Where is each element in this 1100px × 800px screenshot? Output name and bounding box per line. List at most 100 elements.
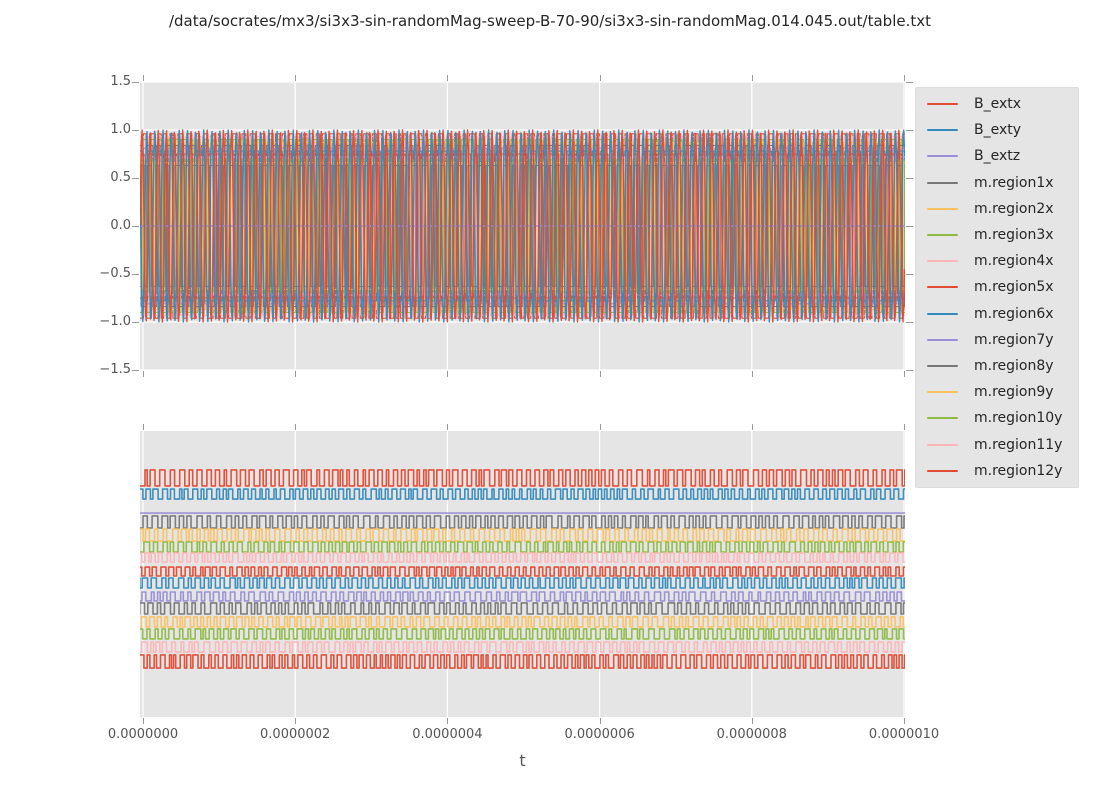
x-tick-mark bbox=[143, 371, 144, 377]
series-B_extx-line bbox=[140, 129, 905, 323]
series-m.region8y-trace bbox=[140, 602, 905, 615]
series-m.region6x-trace bbox=[140, 577, 905, 589]
legend-line-sample bbox=[927, 181, 958, 184]
legend-item-m.region7y: m.region7y bbox=[916, 328, 1078, 352]
legend-label: m.region3x bbox=[974, 227, 1054, 244]
legend-item-B_exty: B_exty bbox=[916, 118, 1078, 142]
legend-item-m.region5x: m.region5x bbox=[916, 275, 1078, 299]
legend-line-sample bbox=[927, 391, 958, 394]
x-tick-mark bbox=[599, 371, 601, 377]
ytick-label: 1.5 bbox=[110, 74, 131, 89]
series-m.region7y-trace bbox=[140, 591, 905, 602]
x-tick-mark bbox=[751, 75, 753, 81]
y-tick-mark bbox=[132, 178, 139, 179]
legend-item-m.region6x: m.region6x bbox=[916, 302, 1078, 326]
y-tick-mark bbox=[906, 370, 913, 371]
ytick-label: −1.5 bbox=[99, 362, 131, 377]
legend-item-m.region2x: m.region2x bbox=[916, 197, 1078, 221]
xtick-label: 0.0000008 bbox=[716, 727, 787, 742]
y-tick-mark bbox=[132, 82, 139, 83]
legend-label: m.region12y bbox=[974, 462, 1063, 479]
legend-label: m.region9y bbox=[974, 384, 1054, 401]
legend-item-B_extz: B_extz bbox=[916, 144, 1078, 168]
legend-item-m.region3x: m.region3x bbox=[916, 223, 1078, 247]
ytick-label: −1.0 bbox=[99, 314, 131, 329]
ytick-label: 0.5 bbox=[110, 170, 131, 185]
legend-line-sample bbox=[927, 207, 958, 210]
y-tick-mark bbox=[132, 274, 139, 275]
series-m.region11y-trace bbox=[140, 641, 905, 653]
legend-item-m.region9y: m.region9y bbox=[916, 380, 1078, 404]
x-tick-mark bbox=[904, 718, 905, 724]
legend-line-sample bbox=[927, 469, 958, 472]
legend-item-m.region10y: m.region10y bbox=[916, 406, 1078, 430]
legend-item-B_extx: B_extx bbox=[916, 92, 1078, 116]
x-tick-mark bbox=[599, 718, 601, 724]
legend-label: m.region11y bbox=[974, 436, 1063, 453]
x-tick-mark bbox=[143, 424, 144, 430]
y-tick-mark bbox=[906, 226, 913, 227]
xtick-label: 0.0000002 bbox=[260, 727, 331, 742]
series-B_exty-trace bbox=[140, 488, 905, 500]
bottom-plot-axes bbox=[140, 431, 905, 717]
x-tick-mark bbox=[904, 371, 905, 377]
legend-line-sample bbox=[927, 129, 958, 132]
legend-line-sample bbox=[927, 364, 958, 367]
legend-line-sample bbox=[927, 260, 958, 263]
y-tick-mark bbox=[906, 178, 913, 179]
y-tick-mark bbox=[906, 274, 913, 275]
xtick-label: 0.0000004 bbox=[412, 727, 483, 742]
y-tick-mark bbox=[132, 322, 139, 323]
y-tick-mark bbox=[906, 82, 913, 83]
top-plot-axes bbox=[140, 82, 905, 370]
series-m.region12y-trace bbox=[140, 654, 905, 669]
series-B_exty-line bbox=[140, 129, 905, 323]
x-tick-mark bbox=[751, 424, 753, 430]
legend-label: m.region4x bbox=[974, 253, 1054, 270]
legend-line-sample bbox=[927, 443, 958, 446]
x-tick-mark bbox=[447, 371, 449, 377]
legend-label: m.region6x bbox=[974, 305, 1054, 322]
x-tick-mark bbox=[599, 424, 601, 430]
x-tick-mark bbox=[447, 424, 449, 430]
legend-line-sample bbox=[927, 103, 958, 106]
figure-title: /data/socrates/mx3/si3x3-sin-randomMag-s… bbox=[168, 12, 932, 30]
x-tick-mark bbox=[904, 75, 905, 81]
x-tick-mark bbox=[143, 75, 144, 81]
series-m.region1x-trace bbox=[140, 515, 905, 529]
x-tick-mark bbox=[751, 718, 753, 724]
x-axis-label: t bbox=[519, 751, 526, 770]
series-m.region5x-trace bbox=[140, 566, 905, 577]
x-tick-mark bbox=[295, 718, 297, 724]
legend-label: m.region2x bbox=[974, 200, 1054, 217]
legend-label: m.region8y bbox=[974, 357, 1054, 374]
x-tick-mark bbox=[599, 75, 601, 81]
y-tick-mark bbox=[906, 322, 913, 323]
legend: B_extx B_exty B_extz m.region1x m.region2x m.… bbox=[915, 87, 1079, 488]
x-tick-mark bbox=[751, 371, 753, 377]
y-tick-mark bbox=[906, 130, 913, 131]
series-m.region3x-trace bbox=[140, 541, 905, 553]
legend-item-m.region4x: m.region4x bbox=[916, 249, 1078, 273]
xtick-label: 0.0000010 bbox=[868, 727, 940, 742]
legend-line-sample bbox=[927, 155, 958, 158]
legend-item-m.region11y: m.region11y bbox=[916, 433, 1078, 457]
x-tick-mark bbox=[904, 424, 905, 430]
x-tick-mark bbox=[447, 718, 449, 724]
legend-item-m.region12y: m.region12y bbox=[916, 459, 1078, 483]
ytick-label: 0.0 bbox=[110, 218, 131, 233]
legend-item-m.region1x: m.region1x bbox=[916, 171, 1078, 195]
legend-label: B_extz bbox=[974, 148, 1021, 165]
ytick-label: −0.5 bbox=[99, 266, 131, 281]
series-B_extx-trace bbox=[140, 469, 905, 487]
series-m.region10y-trace bbox=[140, 628, 905, 640]
y-tick-mark bbox=[132, 370, 139, 371]
x-tick-mark bbox=[295, 424, 297, 430]
series-m.region2x-trace bbox=[140, 528, 905, 542]
legend-line-sample bbox=[927, 338, 958, 341]
legend-label: m.region10y bbox=[974, 410, 1063, 427]
legend-label: B_extx bbox=[974, 96, 1022, 113]
legend-label: B_exty bbox=[974, 122, 1022, 139]
xtick-label: 0.0000000 bbox=[107, 727, 179, 742]
